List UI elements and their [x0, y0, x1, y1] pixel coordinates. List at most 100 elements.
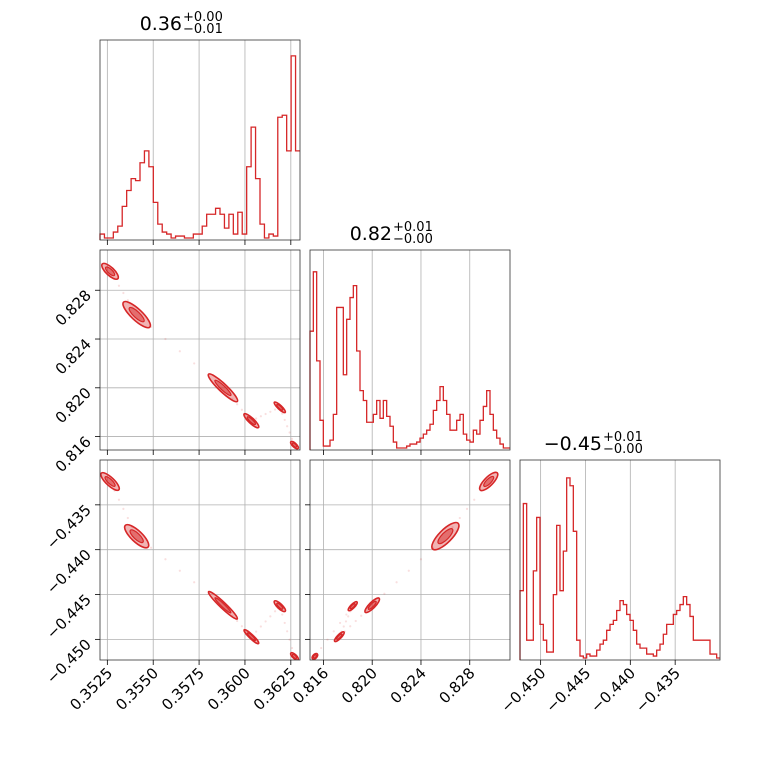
tick-label-x: 0.824	[387, 664, 430, 707]
sample-point	[164, 558, 167, 561]
sample-point	[286, 425, 289, 428]
sample-point	[117, 498, 121, 501]
sample-point	[286, 630, 289, 633]
sample-point	[344, 620, 348, 623]
sample-point	[395, 581, 398, 584]
sample-point	[283, 418, 286, 422]
tick-label-x: 0.816	[289, 664, 332, 707]
sample-point	[264, 412, 267, 416]
tick-label-x: −0.440	[587, 664, 639, 716]
histogram-panel-2: 0.82 +0.01−0.00	[309, 220, 511, 455]
histogram-title-value: 0.36	[140, 13, 182, 35]
contour-inner-mode-6	[291, 653, 298, 660]
tick-label-x: 0.828	[435, 664, 478, 707]
sample-point	[255, 630, 258, 633]
sample-point	[126, 516, 129, 520]
histogram-title-minus: −0.00	[393, 232, 433, 247]
contour-inner-mode-6	[312, 654, 318, 659]
contour-inner-mode-6	[291, 442, 298, 448]
sample-point	[117, 284, 121, 287]
histogram-title-plus: +0.01	[393, 220, 433, 235]
contour-inner-mode-5	[276, 602, 284, 610]
sample-point	[288, 431, 291, 434]
histogram-3-steps	[519, 477, 720, 660]
histogram-title-plus: +0.00	[183, 10, 223, 25]
contour-inner-mode-2	[128, 306, 145, 323]
sample-point	[149, 546, 153, 549]
contour-inner-mode-3	[214, 379, 232, 397]
sample-point	[465, 507, 469, 510]
histogram-title-value: −0.45	[544, 433, 602, 455]
histogram-title-value: 0.82	[350, 223, 392, 245]
contour-inner-mode-1	[483, 475, 495, 488]
posterior-contours	[101, 262, 300, 450]
tick-label-x: −0.445	[542, 664, 594, 716]
sample-point	[273, 610, 277, 613]
tick-label-x: 0.820	[338, 664, 381, 707]
scatter-panel-frame	[309, 459, 511, 661]
tick-label-y: −0.435	[43, 501, 95, 553]
contour-inner-mode-1	[104, 266, 116, 277]
sample-point	[122, 291, 125, 295]
contour-inner-mode-3	[367, 600, 377, 610]
sample-point	[342, 625, 345, 628]
sample-point	[360, 614, 363, 617]
sample-point	[122, 507, 125, 510]
posterior-contours	[311, 471, 499, 660]
sample-point	[332, 630, 335, 633]
posterior-contours	[100, 471, 300, 660]
sample-point	[326, 638, 329, 641]
sample-point	[354, 619, 357, 623]
histogram-2-steps	[309, 271, 510, 450]
sample-point	[349, 625, 352, 628]
sample-point	[259, 415, 262, 418]
sample-point	[240, 408, 243, 411]
sample-point	[126, 299, 129, 302]
tick-label-y: −0.440	[43, 546, 95, 598]
sample-point	[259, 625, 262, 628]
scatter-panel-frame	[99, 459, 301, 661]
tick-label-x: 0.3525	[66, 664, 116, 714]
sample-point	[178, 569, 181, 572]
contour-inner-mode-4	[246, 632, 257, 642]
tick-label-y: −0.445	[43, 591, 95, 643]
sample-point	[419, 558, 423, 561]
histogram-1-steps	[99, 55, 300, 240]
sample-point	[458, 516, 461, 520]
histogram-panel-frame	[309, 249, 511, 451]
histogram-panel-1: 0.36 +0.00−0.01	[99, 10, 301, 245]
sample-point	[273, 408, 277, 411]
contour-inner-mode-1	[104, 476, 116, 487]
histogram-title-plus: +0.01	[603, 430, 643, 445]
sample-point	[290, 437, 294, 440]
contour-inner-mode-2	[129, 529, 144, 544]
contour-inner-mode-5	[276, 403, 284, 411]
sample-point	[240, 625, 243, 628]
sample-point	[269, 410, 272, 413]
histogram-panel-frame	[99, 39, 301, 241]
sample-point	[451, 526, 454, 529]
sample-point	[283, 621, 286, 625]
histogram-panel-3: −0.450−0.445−0.440−0.435 −0.45 +0.01−0.00	[497, 430, 721, 716]
sample-point	[365, 609, 368, 612]
tick-label-x: 0.3625	[250, 664, 300, 714]
tick-label-x: −0.435	[632, 664, 684, 716]
sample-point	[193, 362, 196, 365]
sample-point	[178, 350, 181, 353]
sample-point	[290, 646, 294, 650]
sample-point	[288, 638, 291, 641]
contour-inner-mode-3	[214, 597, 232, 614]
scatter-panel-frame	[99, 249, 301, 451]
scatter-panel-2-3: 0.816 0.820 0.824 0.828	[289, 459, 511, 707]
tick-label-y: 0.820	[52, 384, 95, 427]
sample-point	[345, 613, 348, 616]
contour-inner-mode-4	[246, 416, 257, 426]
histogram-title-minus: −0.00	[603, 442, 643, 457]
sample-point	[338, 621, 342, 625]
sample-point	[320, 646, 323, 650]
contour-inner-mode-5	[349, 603, 356, 610]
contour-inner-mode-4	[336, 633, 343, 640]
sample-point	[269, 615, 272, 618]
sample-point	[236, 619, 239, 623]
sample-point	[407, 569, 410, 572]
